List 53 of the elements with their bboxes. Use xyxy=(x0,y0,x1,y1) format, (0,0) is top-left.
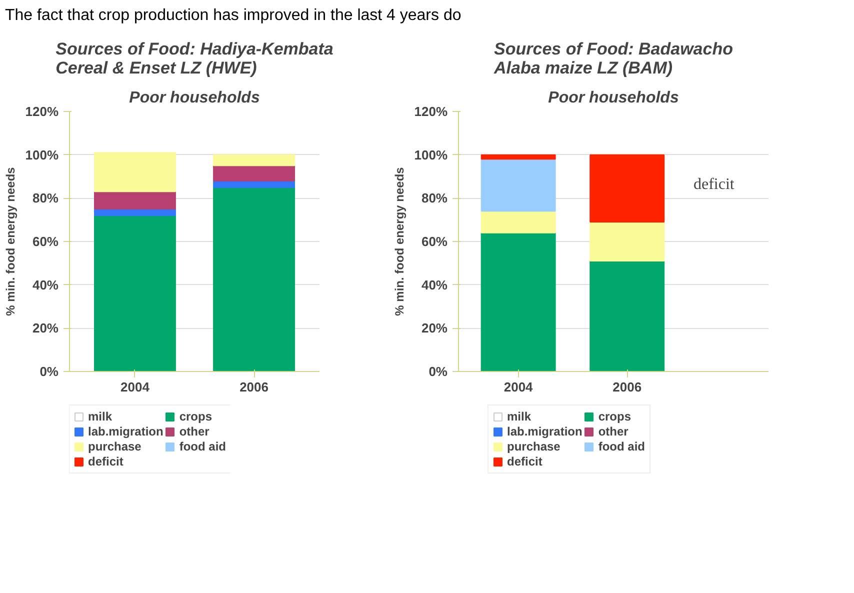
chart-subtitle: Poor households xyxy=(129,90,260,106)
y-tick-label: 80% xyxy=(421,190,448,206)
chart-subtitle: Poor households xyxy=(548,90,679,106)
legend-label: other xyxy=(598,424,628,438)
x-tick-label: 2006 xyxy=(240,380,268,394)
legend-label: lab.migration xyxy=(88,424,164,438)
bar xyxy=(590,222,665,262)
legend-label: deficit xyxy=(506,454,542,468)
legend-label: food aid xyxy=(598,440,646,454)
text: The fact that crop production has improved in the last 4 years do xyxy=(5,6,462,26)
y-tick-label: 60% xyxy=(32,234,59,249)
bar xyxy=(94,215,176,372)
bar xyxy=(480,232,556,372)
y-tick-label: 120% xyxy=(414,104,448,119)
legend-label: lab.migration xyxy=(506,424,582,438)
y-axis-title: % min. food energy needs xyxy=(392,166,406,316)
bar xyxy=(480,158,556,212)
legend-label: purchase xyxy=(506,440,560,454)
x-tick-label: 2004 xyxy=(120,380,150,394)
bar xyxy=(213,165,295,182)
y-tick-label: 100% xyxy=(414,147,448,162)
y-tick-label: 20% xyxy=(32,320,59,336)
chart-title: Sources of Food: Hadiya-Kembata Cereal & Enset LZ (HWE) xyxy=(56,40,334,78)
bar xyxy=(590,260,665,372)
y-tick-label: 120% xyxy=(25,104,59,119)
legend-label: crops xyxy=(179,410,212,424)
legend-label: crops xyxy=(598,410,632,424)
y-tick-label: 0% xyxy=(428,364,448,379)
x-tick-label: 2006 xyxy=(612,380,642,394)
legend-label: other xyxy=(179,424,210,438)
bar xyxy=(480,154,556,160)
x-tick-label: 2004 xyxy=(504,380,534,394)
bar xyxy=(94,191,176,210)
bar xyxy=(590,154,665,222)
chart-title: Sources of Food: Badawacho Alaba maize LZ (BAM) xyxy=(493,40,733,78)
legend-label: milk xyxy=(88,410,112,424)
y-tick-label: 0% xyxy=(40,364,59,379)
bar xyxy=(480,210,556,234)
y-tick-label: 20% xyxy=(421,320,448,336)
legend-label: food aid xyxy=(179,440,226,454)
y-tick-label: 80% xyxy=(32,190,59,206)
legend-label: milk xyxy=(506,410,532,424)
y-tick-label: 100% xyxy=(25,147,59,162)
y-axis-title: % min. food energy needs xyxy=(3,166,18,316)
legend-label: deficit xyxy=(88,454,124,468)
bar xyxy=(213,186,295,372)
y-tick-label: 40% xyxy=(421,277,448,292)
y-tick-label: 60% xyxy=(421,234,448,249)
y-tick-label: 40% xyxy=(32,277,59,292)
bar xyxy=(94,152,176,192)
bar xyxy=(213,154,295,166)
legend-label: purchase xyxy=(88,440,142,454)
annotation: deficit xyxy=(693,176,735,193)
